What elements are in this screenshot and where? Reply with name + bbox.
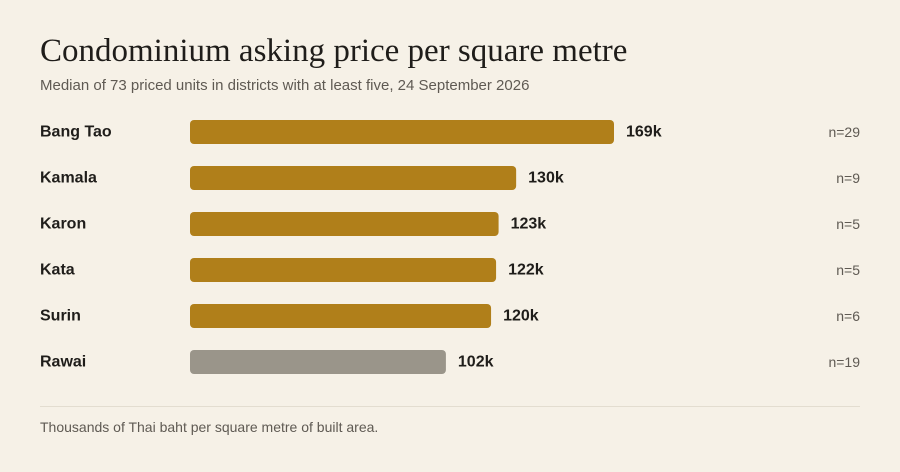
chart-subtitle: Median of 73 priced units in districts w… [40,77,530,94]
count-label-rawai: n=19 [828,354,860,370]
count-label-kamala: n=9 [836,170,860,186]
bar-karon [190,212,499,236]
category-label-kata: Kata [40,262,75,279]
chart-footnote: Thousands of Thai baht per square metre … [40,419,379,435]
footer-divider [40,406,860,407]
chart-title: Condominium asking price per square metr… [40,33,628,69]
category-label-karon: Karon [40,216,86,233]
bar-bang-tao [190,120,614,144]
value-label-kata: 122k [508,262,544,279]
category-label-rawai: Rawai [40,354,86,371]
value-label-bang-tao: 169k [626,124,662,141]
category-label-kamala: Kamala [40,170,97,187]
value-label-rawai: 102k [458,354,494,371]
value-label-kamala: 130k [528,170,564,187]
bar-kamala [190,166,517,190]
count-label-karon: n=5 [836,216,860,232]
bar-kata [190,258,497,282]
count-label-surin: n=6 [836,308,860,324]
count-label-bang-tao: n=29 [828,124,860,140]
value-label-surin: 120k [503,308,539,325]
count-label-kata: n=5 [836,262,860,278]
category-label-surin: Surin [40,308,81,325]
value-label-karon: 123k [511,216,547,233]
category-label-bang-tao: Bang Tao [40,124,112,141]
bar-rawai [190,350,446,374]
bar-surin [190,304,492,328]
